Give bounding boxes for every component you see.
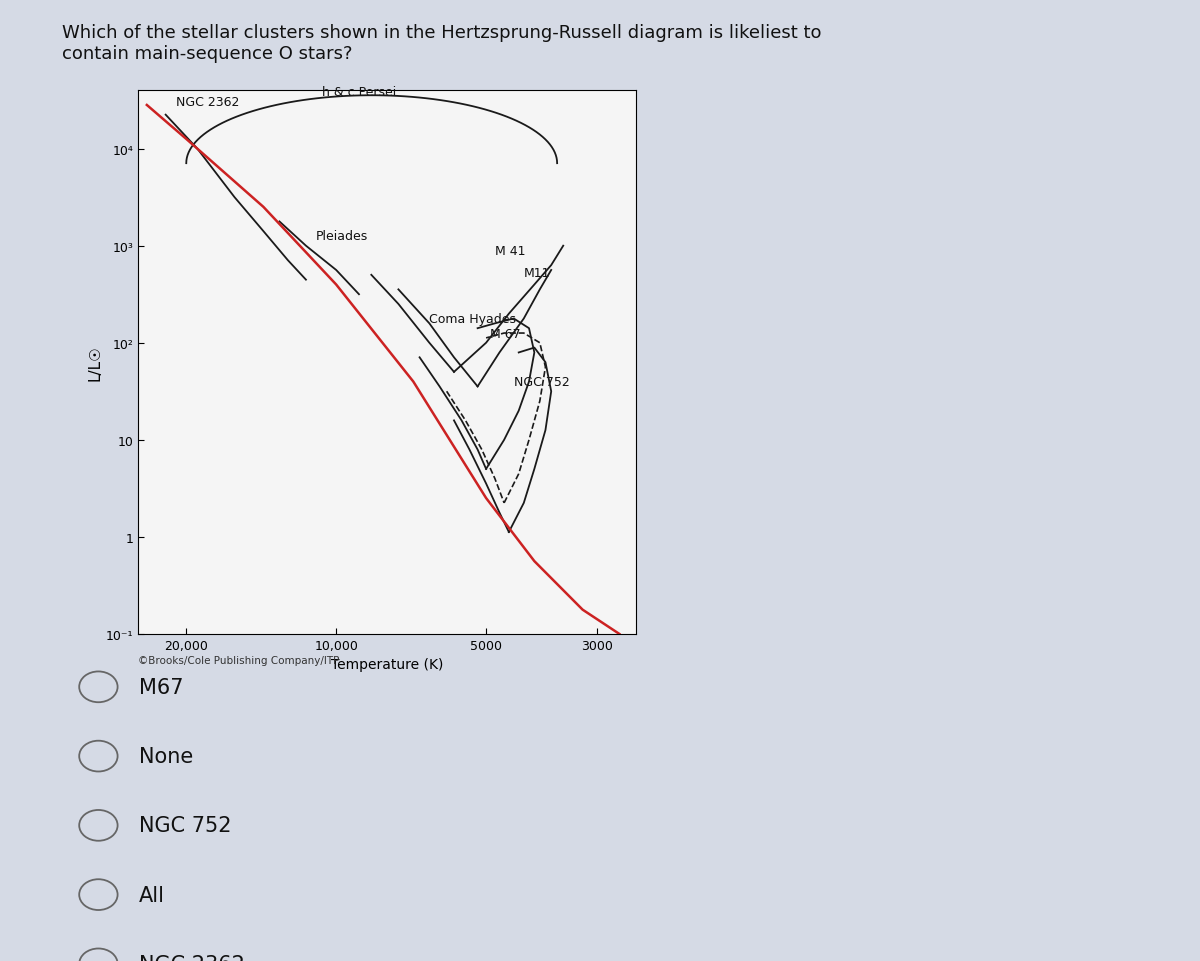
Text: NGC 2362: NGC 2362 [139,954,245,961]
Text: NGC 2362: NGC 2362 [175,96,239,109]
X-axis label: Temperature (K): Temperature (K) [331,657,443,672]
Text: M 67: M 67 [491,327,521,340]
Text: M 41: M 41 [494,245,526,258]
Text: Pleiades: Pleiades [316,231,368,243]
Y-axis label: L/L☉: L/L☉ [88,345,103,381]
Text: Coma Hyades: Coma Hyades [430,312,516,326]
Text: M67: M67 [139,678,184,697]
Text: None: None [139,747,193,766]
Text: All: All [139,885,166,904]
Text: NGC 752: NGC 752 [139,816,232,835]
Text: M11: M11 [523,267,551,280]
Text: Which of the stellar clusters shown in the Hertzsprung-Russell diagram is likeli: Which of the stellar clusters shown in t… [62,24,822,42]
Text: ©Brooks/Cole Publishing Company/ITP: ©Brooks/Cole Publishing Company/ITP [138,655,340,665]
Text: h & c Persei: h & c Persei [322,86,396,99]
Text: NGC 752: NGC 752 [514,376,570,388]
Text: contain main-sequence O stars?: contain main-sequence O stars? [62,45,353,63]
